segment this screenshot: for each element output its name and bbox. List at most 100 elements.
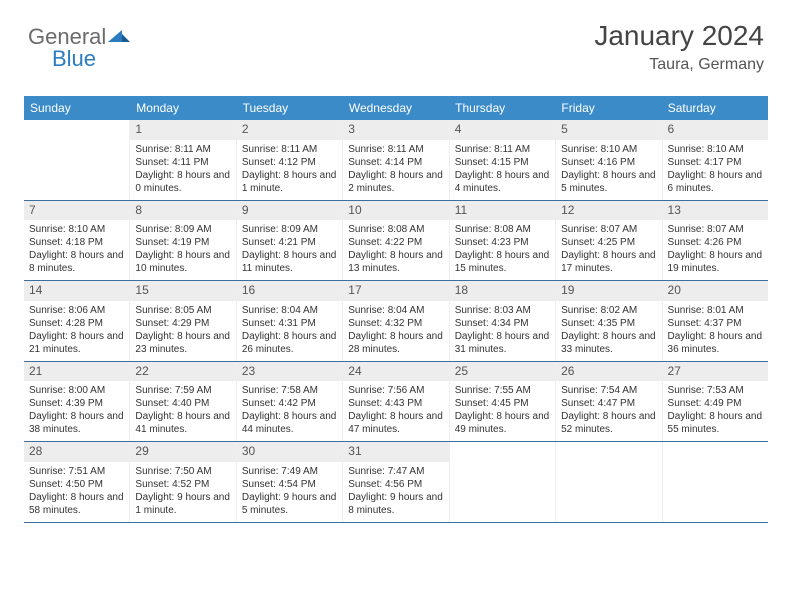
- daylight-text: Daylight: 8 hours and 10 minutes.: [135, 249, 230, 275]
- weekday-header: Tuesday: [237, 96, 343, 120]
- calendar-cell: 3Sunrise: 8:11 AMSunset: 4:14 PMDaylight…: [343, 120, 449, 200]
- cell-body: Sunrise: 8:05 AMSunset: 4:29 PMDaylight:…: [130, 301, 235, 361]
- calendar-cell: 14Sunrise: 8:06 AMSunset: 4:28 PMDayligh…: [24, 281, 130, 361]
- logo-text-blue: Blue: [52, 46, 96, 72]
- day-number: 27: [663, 362, 768, 382]
- daylight-text: Daylight: 8 hours and 4 minutes.: [455, 169, 550, 195]
- cell-body: Sunrise: 7:47 AMSunset: 4:56 PMDaylight:…: [343, 462, 448, 522]
- daylight-text: Daylight: 8 hours and 52 minutes.: [561, 410, 656, 436]
- sunrise-text: Sunrise: 8:11 AM: [348, 143, 443, 156]
- sunrise-text: Sunrise: 8:09 AM: [135, 223, 230, 236]
- calendar-cell: 1Sunrise: 8:11 AMSunset: 4:11 PMDaylight…: [130, 120, 236, 200]
- calendar-cell: 20Sunrise: 8:01 AMSunset: 4:37 PMDayligh…: [663, 281, 768, 361]
- sunrise-text: Sunrise: 8:09 AM: [242, 223, 337, 236]
- daylight-text: Daylight: 8 hours and 15 minutes.: [455, 249, 550, 275]
- day-number: 21: [24, 362, 129, 382]
- daylight-text: Daylight: 8 hours and 5 minutes.: [561, 169, 656, 195]
- daylight-text: Daylight: 8 hours and 28 minutes.: [348, 330, 443, 356]
- sunset-text: Sunset: 4:17 PM: [668, 156, 763, 169]
- sunrise-text: Sunrise: 7:58 AM: [242, 384, 337, 397]
- calendar-cell: 25Sunrise: 7:55 AMSunset: 4:45 PMDayligh…: [450, 362, 556, 442]
- day-number: 12: [556, 201, 661, 221]
- cell-body: Sunrise: 8:09 AMSunset: 4:21 PMDaylight:…: [237, 220, 342, 280]
- daylight-text: Daylight: 8 hours and 13 minutes.: [348, 249, 443, 275]
- sunset-text: Sunset: 4:40 PM: [135, 397, 230, 410]
- calendar-cell: 22Sunrise: 7:59 AMSunset: 4:40 PMDayligh…: [130, 362, 236, 442]
- sunset-text: Sunset: 4:50 PM: [29, 478, 124, 491]
- day-number: 31: [343, 442, 448, 462]
- calendar-cell: 17Sunrise: 8:04 AMSunset: 4:32 PMDayligh…: [343, 281, 449, 361]
- day-number: 17: [343, 281, 448, 301]
- cell-body: Sunrise: 7:53 AMSunset: 4:49 PMDaylight:…: [663, 381, 768, 441]
- day-number: 24: [343, 362, 448, 382]
- sunset-text: Sunset: 4:34 PM: [455, 317, 550, 330]
- calendar-cell: 6Sunrise: 8:10 AMSunset: 4:17 PMDaylight…: [663, 120, 768, 200]
- sunrise-text: Sunrise: 8:10 AM: [561, 143, 656, 156]
- calendar-cell: 2Sunrise: 8:11 AMSunset: 4:12 PMDaylight…: [237, 120, 343, 200]
- day-number: 10: [343, 201, 448, 221]
- cell-body: Sunrise: 7:59 AMSunset: 4:40 PMDaylight:…: [130, 381, 235, 441]
- daylight-text: Daylight: 8 hours and 31 minutes.: [455, 330, 550, 356]
- cell-body: Sunrise: 8:08 AMSunset: 4:23 PMDaylight:…: [450, 220, 555, 280]
- day-number: 20: [663, 281, 768, 301]
- location: Taura, Germany: [594, 56, 764, 74]
- day-number: 1: [130, 120, 235, 140]
- cell-body: Sunrise: 8:06 AMSunset: 4:28 PMDaylight:…: [24, 301, 129, 361]
- calendar-cell: 29Sunrise: 7:50 AMSunset: 4:52 PMDayligh…: [130, 442, 236, 522]
- day-number: 6: [663, 120, 768, 140]
- sunrise-text: Sunrise: 8:11 AM: [455, 143, 550, 156]
- sunrise-text: Sunrise: 7:49 AM: [242, 465, 337, 478]
- sunrise-text: Sunrise: 8:02 AM: [561, 304, 656, 317]
- day-number: 22: [130, 362, 235, 382]
- sunrise-text: Sunrise: 7:53 AM: [668, 384, 763, 397]
- sunset-text: Sunset: 4:21 PM: [242, 236, 337, 249]
- sunset-text: Sunset: 4:37 PM: [668, 317, 763, 330]
- sunset-text: Sunset: 4:28 PM: [29, 317, 124, 330]
- daylight-text: Daylight: 8 hours and 49 minutes.: [455, 410, 550, 436]
- sunrise-text: Sunrise: 7:54 AM: [561, 384, 656, 397]
- calendar-cell: 10Sunrise: 8:08 AMSunset: 4:22 PMDayligh…: [343, 201, 449, 281]
- daylight-text: Daylight: 9 hours and 5 minutes.: [242, 491, 337, 517]
- sunset-text: Sunset: 4:39 PM: [29, 397, 124, 410]
- sunset-text: Sunset: 4:47 PM: [561, 397, 656, 410]
- cell-body: Sunrise: 8:09 AMSunset: 4:19 PMDaylight:…: [130, 220, 235, 280]
- calendar-cell: 11Sunrise: 8:08 AMSunset: 4:23 PMDayligh…: [450, 201, 556, 281]
- week-row: 21Sunrise: 8:00 AMSunset: 4:39 PMDayligh…: [24, 362, 768, 443]
- weekday-header: Sunday: [24, 96, 130, 120]
- daylight-text: Daylight: 8 hours and 33 minutes.: [561, 330, 656, 356]
- calendar-cell: 12Sunrise: 8:07 AMSunset: 4:25 PMDayligh…: [556, 201, 662, 281]
- day-number: 23: [237, 362, 342, 382]
- sunset-text: Sunset: 4:32 PM: [348, 317, 443, 330]
- sunset-text: Sunset: 4:54 PM: [242, 478, 337, 491]
- calendar-cell: 13Sunrise: 8:07 AMSunset: 4:26 PMDayligh…: [663, 201, 768, 281]
- cell-body: Sunrise: 8:03 AMSunset: 4:34 PMDaylight:…: [450, 301, 555, 361]
- calendar-cell: 16Sunrise: 8:04 AMSunset: 4:31 PMDayligh…: [237, 281, 343, 361]
- sunrise-text: Sunrise: 8:08 AM: [455, 223, 550, 236]
- day-number: 13: [663, 201, 768, 221]
- cell-body: Sunrise: 8:11 AMSunset: 4:11 PMDaylight:…: [130, 140, 235, 200]
- sunset-text: Sunset: 4:35 PM: [561, 317, 656, 330]
- daylight-text: Daylight: 8 hours and 17 minutes.: [561, 249, 656, 275]
- daylight-text: Daylight: 8 hours and 11 minutes.: [242, 249, 337, 275]
- cell-body: Sunrise: 8:10 AMSunset: 4:17 PMDaylight:…: [663, 140, 768, 200]
- sunset-text: Sunset: 4:23 PM: [455, 236, 550, 249]
- day-number: 14: [24, 281, 129, 301]
- daylight-text: Daylight: 8 hours and 38 minutes.: [29, 410, 124, 436]
- cell-body: Sunrise: 8:00 AMSunset: 4:39 PMDaylight:…: [24, 381, 129, 441]
- daylight-text: Daylight: 8 hours and 8 minutes.: [29, 249, 124, 275]
- day-number: 7: [24, 201, 129, 221]
- sunset-text: Sunset: 4:42 PM: [242, 397, 337, 410]
- calendar-cell: 24Sunrise: 7:56 AMSunset: 4:43 PMDayligh…: [343, 362, 449, 442]
- weekday-header: Wednesday: [343, 96, 449, 120]
- sunrise-text: Sunrise: 8:00 AM: [29, 384, 124, 397]
- daylight-text: Daylight: 8 hours and 0 minutes.: [135, 169, 230, 195]
- daylight-text: Daylight: 8 hours and 19 minutes.: [668, 249, 763, 275]
- calendar-cell: 8Sunrise: 8:09 AMSunset: 4:19 PMDaylight…: [130, 201, 236, 281]
- calendar-cell: 26Sunrise: 7:54 AMSunset: 4:47 PMDayligh…: [556, 362, 662, 442]
- sunset-text: Sunset: 4:45 PM: [455, 397, 550, 410]
- sunrise-text: Sunrise: 8:03 AM: [455, 304, 550, 317]
- cell-body: Sunrise: 8:10 AMSunset: 4:16 PMDaylight:…: [556, 140, 661, 200]
- sunrise-text: Sunrise: 8:10 AM: [668, 143, 763, 156]
- calendar-cell: 19Sunrise: 8:02 AMSunset: 4:35 PMDayligh…: [556, 281, 662, 361]
- day-number: 25: [450, 362, 555, 382]
